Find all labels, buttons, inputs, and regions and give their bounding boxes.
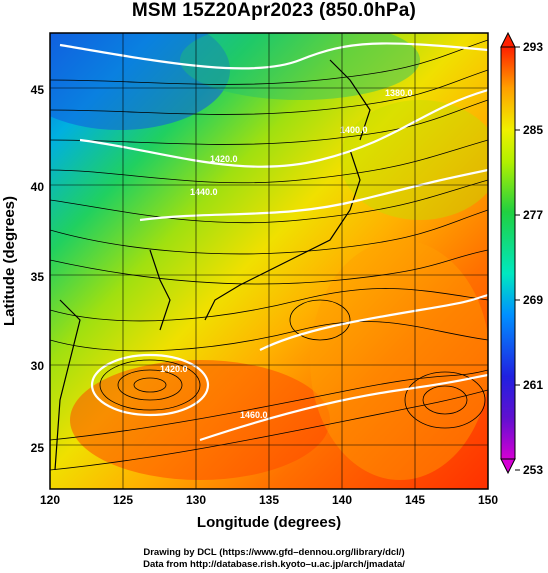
lon-tick-label: 130 <box>186 493 206 507</box>
lat-tick-label: 40 <box>31 180 45 194</box>
contour-label: 1440.0 <box>190 187 218 197</box>
lat-lon-grid <box>50 33 488 489</box>
colorbar-tick-label: 293 <box>523 40 543 54</box>
lat-tick-labels: 25 30 35 40 45 <box>31 83 45 455</box>
lat-tick-label: 25 <box>31 441 45 455</box>
colorbar-tick-label: 261 <box>523 378 543 392</box>
geopotential-contours <box>59 42 488 442</box>
lon-tick-label: 140 <box>332 493 352 507</box>
colorbar-scale <box>500 46 516 460</box>
y-axis-title: Latitude (degrees) <box>1 196 18 326</box>
lat-tick-label: 30 <box>31 359 45 373</box>
contour-label: 1400.0 <box>340 125 368 135</box>
lat-tick-label: 45 <box>31 83 45 97</box>
colorbar-tick-label: 285 <box>523 123 543 137</box>
lon-tick-labels: 120 125 130 135 140 145 150 <box>40 493 498 507</box>
colorbar: 293 285 277 269 261 253 <box>500 31 543 477</box>
lon-tick-label: 150 <box>478 493 498 507</box>
colorbar-tick-label: 277 <box>523 208 543 222</box>
lat-tick-label: 35 <box>31 270 45 284</box>
map-title: MSM 15Z20Apr2023 (850.0hPa) <box>131 0 417 21</box>
lon-tick-label: 125 <box>113 493 133 507</box>
contour-label: 1380.0 <box>385 88 413 98</box>
plot-frame <box>49 32 489 490</box>
wind-streamlines <box>50 39 488 471</box>
contour-label: 1420.0 <box>210 154 238 164</box>
coastline <box>54 59 371 471</box>
lon-tick-label: 135 <box>259 493 279 507</box>
colorbar-tick-label: 269 <box>523 293 543 307</box>
lon-tick-label: 120 <box>40 493 60 507</box>
contour-label: 1420.0 <box>160 364 188 374</box>
contour-labels: 1380.0 1420.0 1440.0 1460.0 1400.0 1420.… <box>160 88 413 420</box>
contour-label: 1460.0 <box>240 410 268 420</box>
colorbar-lower-arrow <box>500 458 516 475</box>
credit-data-source: Data from http://database.rish.kyoto–u.a… <box>143 559 405 570</box>
lon-tick-label: 145 <box>405 493 425 507</box>
colorbar-upper-arrow <box>500 31 516 48</box>
x-axis-title: Longitude (degrees) <box>197 514 341 531</box>
credit-drawing: Drawing by DCL (https://www.gfd–dennou.o… <box>143 547 405 558</box>
colorbar-tick-label: 253 <box>523 463 543 477</box>
